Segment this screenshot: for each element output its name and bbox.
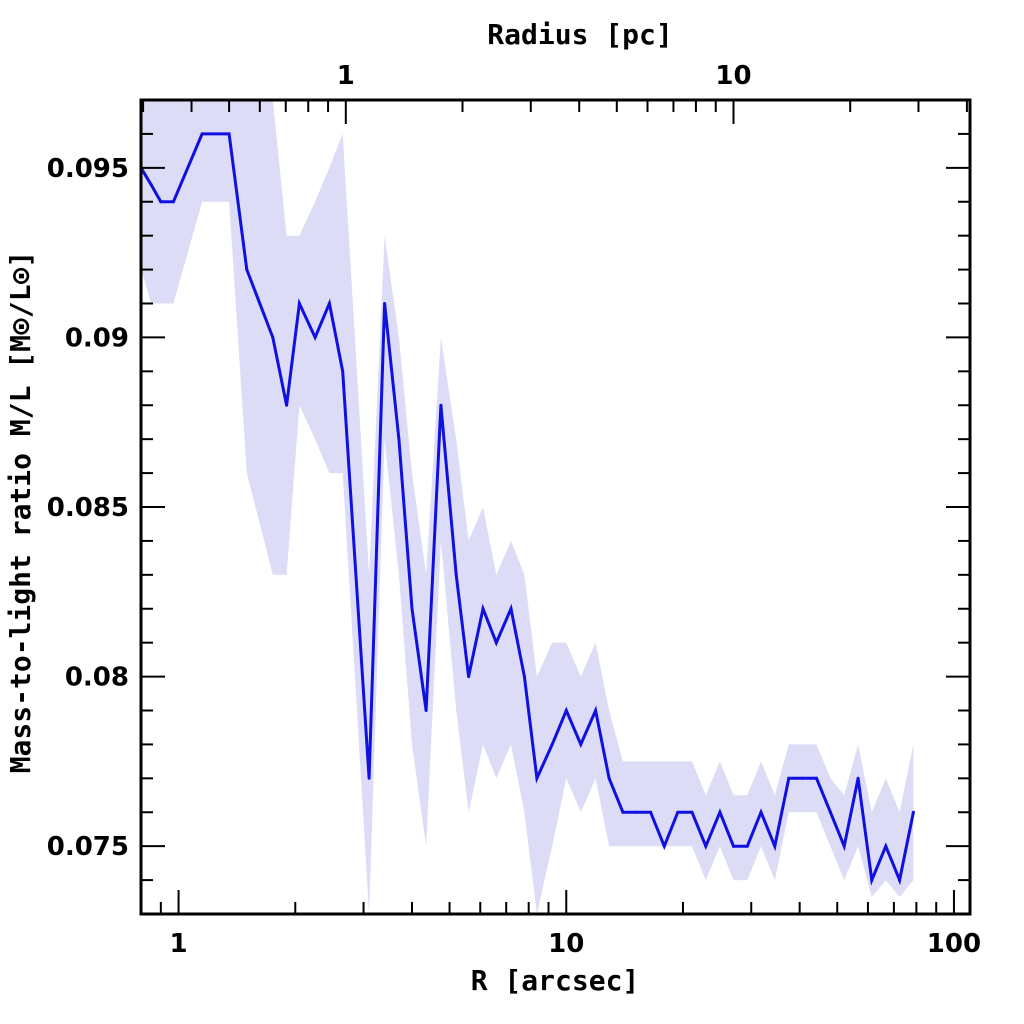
data-point bbox=[773, 844, 777, 848]
data-point bbox=[690, 810, 694, 814]
y-tick-label: 0.075 bbox=[47, 832, 129, 862]
plot-area bbox=[141, 100, 915, 914]
y-tick-label: 0.095 bbox=[47, 154, 129, 184]
top-tick-label: 1 bbox=[337, 61, 355, 91]
data-point bbox=[481, 607, 485, 611]
data-point bbox=[911, 810, 915, 814]
data-point bbox=[424, 709, 428, 712]
data-point bbox=[718, 810, 722, 814]
data-point bbox=[367, 776, 371, 780]
top-axis-title: Radius [pc] bbox=[487, 18, 672, 51]
data-point bbox=[662, 844, 666, 848]
x-axis-title: R [arcsec] bbox=[471, 964, 640, 997]
data-point bbox=[579, 742, 583, 746]
plot-frame bbox=[139, 98, 972, 916]
data-point bbox=[815, 776, 818, 780]
y-tick-label: 0.08 bbox=[65, 663, 129, 693]
data-point bbox=[884, 844, 888, 848]
data-point bbox=[801, 776, 805, 780]
data-point bbox=[635, 810, 639, 814]
data-point bbox=[227, 132, 231, 136]
data-point bbox=[522, 675, 526, 679]
data-point bbox=[898, 878, 902, 882]
data-point bbox=[676, 810, 680, 814]
data-point bbox=[787, 776, 791, 780]
axis-ticks bbox=[140, 99, 970, 915]
data-point bbox=[383, 302, 387, 305]
x-tick-label: 100 bbox=[927, 929, 981, 959]
data-point bbox=[759, 810, 763, 814]
x-tick-label: 10 bbox=[548, 929, 584, 959]
y-axis-title: Mass-to-light ratio M/L [M⊙/L⊙] bbox=[4, 251, 37, 774]
data-point bbox=[171, 200, 175, 204]
data-point bbox=[454, 573, 458, 577]
data-point bbox=[607, 776, 611, 780]
top-tick-label: 10 bbox=[715, 61, 751, 91]
tick-labels: 1 10 100 1 10 0.075 0.08 0.085 0.09 0.095 bbox=[47, 61, 981, 959]
y-tick-label: 0.09 bbox=[65, 323, 129, 353]
data-point bbox=[410, 607, 414, 611]
x-tick-label: 1 bbox=[170, 929, 188, 959]
data-point bbox=[297, 302, 301, 305]
data-point bbox=[704, 844, 708, 848]
data-point bbox=[621, 810, 625, 814]
data-point bbox=[494, 641, 498, 645]
data-point bbox=[535, 776, 539, 780]
data-point bbox=[397, 437, 401, 441]
data-point bbox=[732, 844, 735, 848]
data-point bbox=[313, 335, 317, 339]
uncertainty-band bbox=[141, 100, 914, 914]
data-point bbox=[842, 844, 846, 848]
data-point bbox=[594, 709, 598, 712]
data-point bbox=[159, 200, 163, 204]
data-point bbox=[341, 369, 345, 373]
data-point bbox=[285, 403, 289, 407]
data-point bbox=[509, 607, 513, 611]
data-point bbox=[828, 810, 832, 814]
data-point bbox=[439, 403, 443, 407]
data-point bbox=[149, 183, 153, 187]
data-point bbox=[327, 302, 331, 305]
data-point bbox=[467, 675, 471, 679]
data-point bbox=[245, 268, 249, 272]
data-point bbox=[564, 709, 568, 712]
y-tick-label: 0.085 bbox=[47, 493, 129, 523]
data-point bbox=[200, 132, 204, 136]
data-point bbox=[649, 810, 653, 814]
data-point bbox=[550, 742, 554, 746]
data-point bbox=[870, 878, 874, 882]
data-point bbox=[856, 776, 860, 780]
data-point bbox=[745, 844, 749, 848]
data-point bbox=[271, 335, 275, 339]
